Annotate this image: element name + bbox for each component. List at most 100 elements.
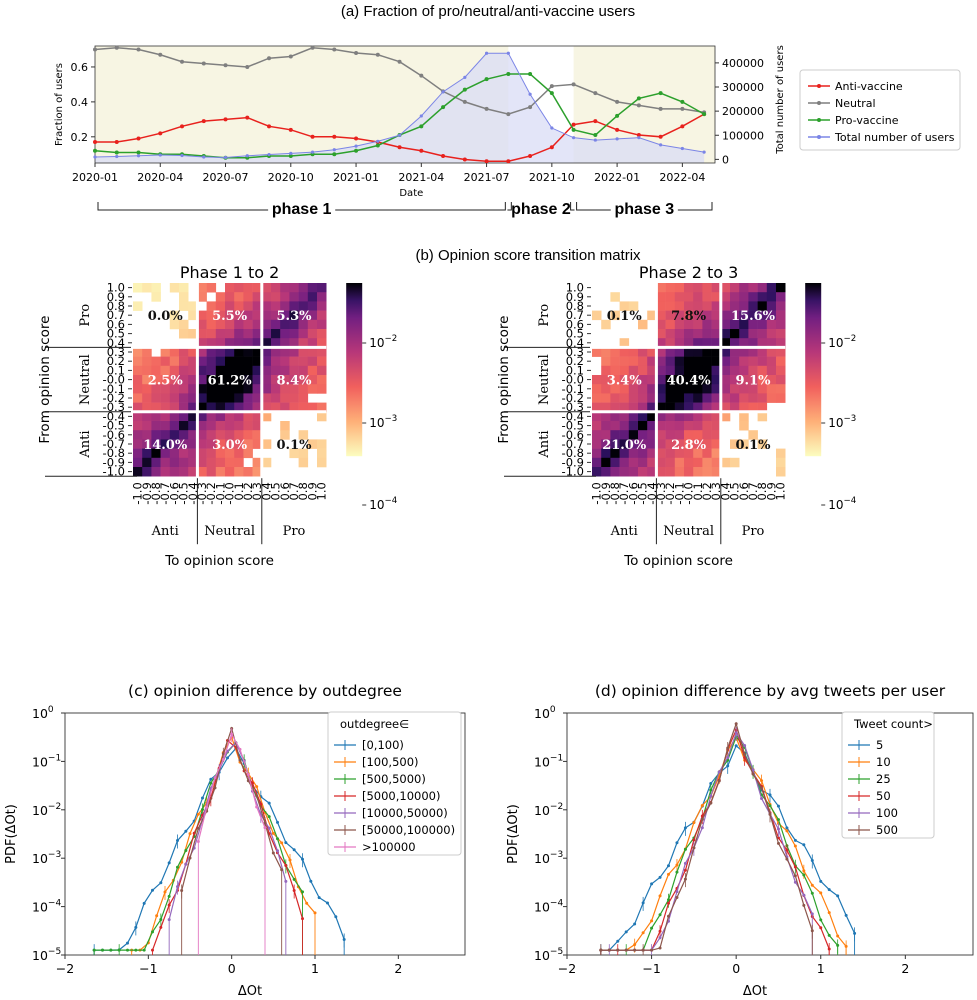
heatmap-cell (206, 457, 217, 468)
y-tick-label: 0.8 (566, 299, 584, 313)
heatmap-cell (757, 347, 768, 357)
heatmap-cell (188, 301, 198, 311)
heatmap-cell (628, 430, 639, 440)
legend-label: [100,500) (362, 755, 419, 769)
colorbar-tick-label: 10−2 (828, 334, 856, 350)
heatmap-cell (271, 375, 281, 385)
x-tick-label: 2022-04 (659, 171, 705, 184)
legend-label: 100 (876, 806, 898, 820)
heatmap-cell (665, 421, 676, 431)
heatmap-cell (656, 365, 666, 376)
data-point (441, 154, 446, 159)
y-tick-label: 10−4 (32, 899, 61, 915)
heatmap-cell (243, 384, 253, 394)
heatmap-cell (656, 329, 666, 339)
heatmap-cell (234, 338, 244, 348)
heatmap-cell (271, 356, 281, 367)
heatmap-cell (711, 310, 722, 321)
total-users-area (95, 53, 705, 163)
heatmap-cell (610, 310, 620, 321)
heatmap-cell (160, 411, 171, 422)
matrix-title: Phase 1 to 2 (180, 263, 279, 282)
data-point (93, 155, 97, 159)
heatmap-cell (151, 384, 161, 394)
y-tick-label: 0.6 (566, 317, 584, 331)
heatmap-cell (151, 375, 161, 385)
heatmap-cell (197, 319, 207, 330)
x-tick-label: 0.9 (305, 482, 319, 500)
heatmap-cell (289, 292, 299, 302)
x-tick-label: -0.1 (213, 482, 227, 504)
data-point (441, 105, 446, 110)
heatmap-cell (757, 384, 768, 394)
pdf-point (743, 752, 747, 756)
heatmap-cell (133, 467, 143, 477)
pdf-point (184, 862, 188, 866)
legend-label: 50 (876, 789, 891, 803)
pdf-point (717, 770, 721, 774)
y-tick-label: 10−5 (32, 947, 61, 963)
heatmap-cell (234, 319, 244, 330)
heatmap-cell (656, 402, 666, 413)
heatmap-cell (215, 439, 226, 449)
x-tick-label: 0.8 (755, 482, 769, 500)
heatmap-cell (206, 283, 217, 293)
heatmap-cell (160, 365, 171, 376)
heatmap-cell (647, 347, 657, 357)
data-point (419, 148, 424, 153)
pdf-point (776, 841, 780, 845)
heatmap-cell (730, 329, 740, 339)
heatmap-cell (298, 375, 309, 385)
block-percentage: 3.0% (212, 438, 248, 453)
data-point (376, 139, 380, 143)
heatmap-cell (206, 329, 217, 339)
heatmap-cell (638, 384, 648, 394)
heatmap-cell (243, 421, 253, 431)
x-tick-label: -1.0 (590, 482, 604, 504)
heatmap-cell (298, 347, 309, 357)
heatmap-cell (693, 292, 703, 302)
heatmap-cell (289, 338, 299, 348)
y-tick-label: -0.4 (103, 409, 125, 423)
heatmap-cell (720, 402, 731, 413)
heatmap-cell (133, 439, 143, 449)
y-group-label: Neutral (537, 354, 552, 405)
heatmap-cell (252, 439, 263, 449)
heatmap-cell (776, 310, 786, 321)
heatmap-cell (638, 319, 648, 330)
heatmap-cell (243, 319, 253, 330)
heatmap-cell (638, 439, 648, 449)
data-point (375, 143, 380, 148)
heatmap-cell (757, 393, 768, 403)
heatmap-cell (206, 356, 217, 367)
x-tick-label: 1 (311, 961, 319, 976)
legend-label: [500,5000) (362, 772, 426, 786)
pdf-point (819, 926, 823, 930)
heatmap-cell (215, 347, 226, 357)
heatmap-cell (638, 411, 648, 422)
pdf-point (700, 826, 704, 830)
pdf-point (255, 785, 259, 789)
heatmap-cell (215, 375, 226, 385)
x-tick-label: -0.3 (654, 482, 668, 504)
heatmap-cell (151, 365, 161, 376)
heatmap-cell (656, 384, 666, 394)
heatmap-cell (197, 467, 207, 477)
heatmap-cell (142, 356, 152, 367)
pdf-point (167, 861, 171, 865)
heatmap-cell (647, 448, 657, 459)
heatmap-cell (601, 365, 611, 376)
data-point (441, 90, 445, 94)
heatmap-cell (619, 384, 630, 394)
data-point (180, 153, 184, 158)
heatmap-cell (656, 439, 666, 449)
heatmap-cell (179, 375, 189, 385)
heatmap-cell (261, 292, 272, 302)
heatmap-cell (619, 301, 630, 311)
heatmap-cell (225, 283, 235, 293)
heatmap-cell (601, 347, 611, 357)
data-point (506, 51, 510, 55)
heatmap-cell (151, 402, 161, 413)
y-tick-label: -0.7 (562, 437, 584, 451)
heatmap-cell (234, 283, 244, 293)
